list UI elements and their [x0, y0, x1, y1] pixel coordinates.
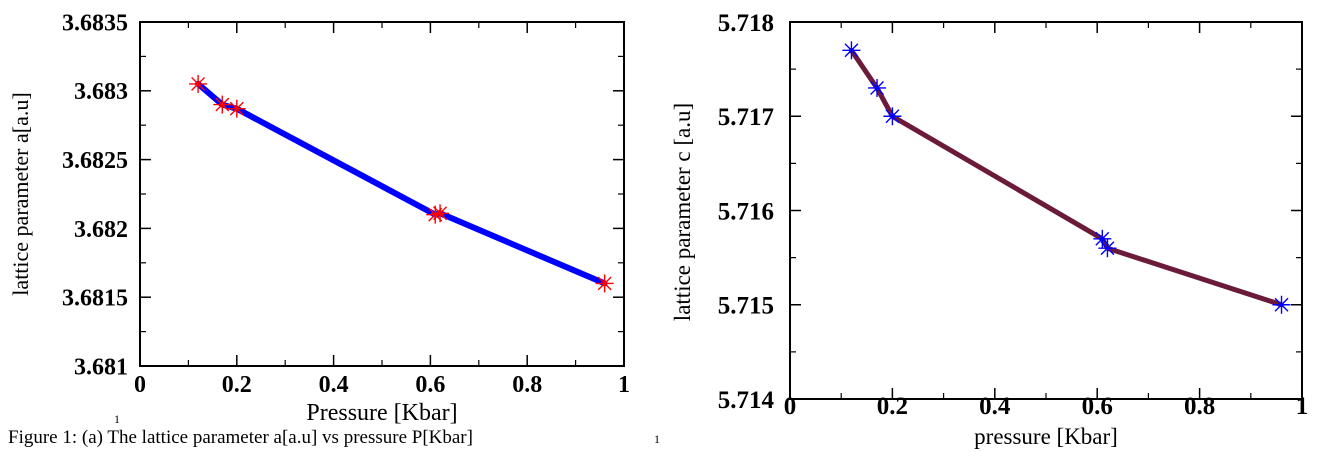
chart-a-data-point [189, 74, 208, 93]
chart-c-x-tick-label: 0.2 [877, 393, 908, 420]
chart-a-series-line [195, 80, 608, 287]
chart-a-x-tick-label: 0.2 [222, 372, 252, 398]
chart-a-data-point [595, 274, 614, 293]
chart-a-x-tick-label: 0 [134, 372, 146, 398]
chart-c-y-tick-label: 5.714 [718, 387, 775, 414]
chart-a-x-tick-label: 0.8 [512, 372, 542, 398]
chart-c-y-tick-label: 5.718 [718, 10, 774, 37]
chart-c-series-line [848, 47, 1284, 308]
chart-a-x-axis-title: Pressure [Kbar] [306, 400, 457, 426]
chart-a-data-point [213, 95, 232, 114]
chart-c-y-tick-label: 5.715 [718, 293, 774, 320]
chart-a-data-point [227, 99, 246, 118]
chart-a-x-tick-label: 0.4 [319, 372, 349, 398]
chart-a-x-tick-label: 1 [618, 372, 630, 398]
chart-a-data-point [431, 204, 450, 223]
chart-c-x-tick-label: 0.4 [979, 393, 1011, 420]
chart-a-y-tick-label: 3.683 [74, 79, 128, 105]
chart-a-y-axis-title: lattice parameter a[a.u] [8, 92, 33, 295]
chart-a-x-tick-label: 0.6 [415, 372, 445, 398]
chart-c-x-tick-label: 0.8 [1184, 393, 1215, 420]
chart-c-y-tick-label: 5.717 [718, 104, 774, 131]
chart-c-x-axis-title: pressure [Kbar] [974, 424, 1118, 449]
chart-a-y-tick-label: 3.6835 [62, 10, 128, 36]
chart-c-x-tick-label: 0.6 [1082, 393, 1113, 420]
chart-c-plot-frame [789, 21, 1303, 400]
chart-c-y-tick-label: 5.716 [718, 198, 774, 225]
chart-c-data-point [868, 78, 887, 97]
chart-c-x-tick-label: 1 [1296, 393, 1309, 420]
figure-caption: Figure 1: (a) The lattice parameter a[a.… [8, 427, 473, 448]
stray-mark: 1 [114, 412, 120, 426]
chart-c-data-point [842, 41, 861, 60]
chart-a-y-tick-label: 3.682 [74, 217, 128, 243]
chart-a-y-tick-label: 3.6815 [62, 286, 128, 312]
chart-c-data-point [1272, 295, 1291, 314]
chart-c-y-axis-title: lattice parameter c [a.u] [670, 103, 695, 321]
chart-c-data-point [1093, 229, 1112, 248]
chart-a-y-tick-label: 3.681 [74, 354, 128, 380]
chart-c-data-point [1098, 239, 1117, 258]
stray-mark: 1 [654, 432, 660, 446]
chart-c-x-tick-label: 0 [784, 393, 797, 420]
chart-c-data-point [883, 107, 902, 126]
chart-a-y-tick-label: 3.6825 [62, 148, 128, 174]
chart-a-plot-frame [139, 21, 625, 367]
